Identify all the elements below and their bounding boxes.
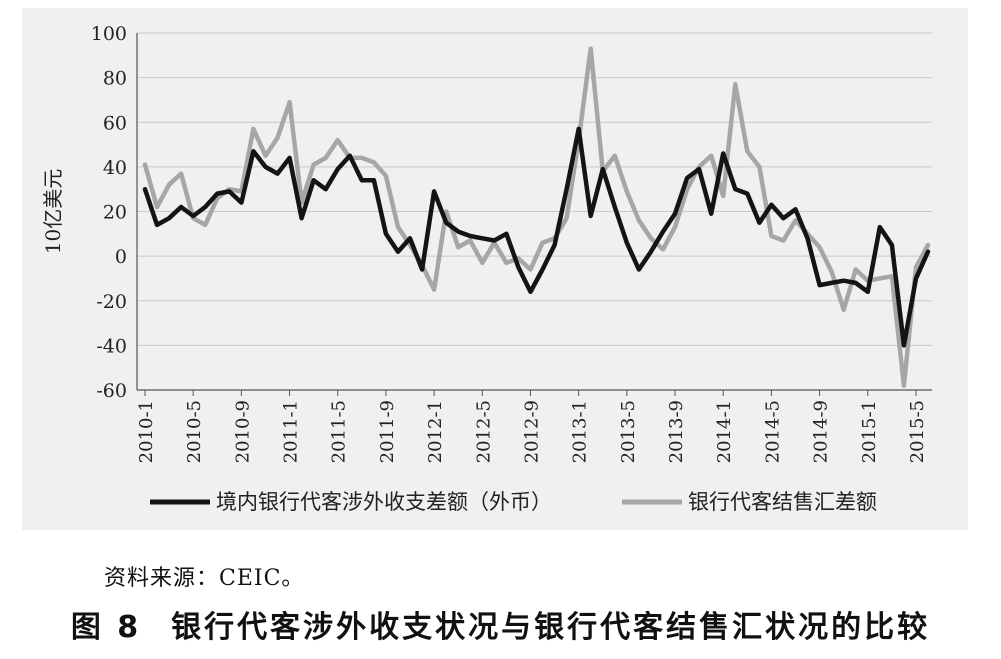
y-tick-label: -20 (96, 291, 127, 313)
x-tick-label: 2015-5 (907, 400, 928, 463)
y-axis-title: 10亿美元 (41, 169, 65, 254)
y-tick-label: 20 (103, 202, 127, 224)
x-tick-label: 2014-5 (762, 400, 783, 463)
y-tick-label: -40 (96, 335, 127, 357)
x-tick-label: 2015-1 (859, 400, 880, 463)
x-tick-label: 2013-9 (666, 400, 687, 463)
line-chart: 100 80 60 40 20 0 -20 -40 -60 10亿美元 2010-1 2010-5 20… (41, 23, 932, 514)
source-note: 资料来源：CEIC。 (104, 566, 305, 591)
y-tick-label: 100 (91, 23, 127, 45)
x-tick-label: 2014-9 (811, 400, 832, 463)
y-tick-label: 0 (115, 246, 127, 268)
y-tick-label: -60 (96, 380, 127, 402)
x-tick-label: 2012-9 (521, 400, 542, 463)
legend-label: 银行代客结售汇差额 (688, 490, 877, 514)
y-tick-label: 80 (103, 68, 127, 90)
x-tick-label: 2011-5 (329, 400, 350, 463)
x-tick-label: 2012-1 (425, 400, 446, 463)
x-tick-label: 2010-5 (184, 400, 205, 463)
series-line (142, 126, 931, 348)
series-line (142, 46, 931, 388)
x-tick-label: 2011-9 (377, 400, 398, 463)
y-tick-label: 40 (103, 157, 127, 179)
figure-caption: 图 8 银行代客涉外收支状况与银行代客结售汇状况的比较 (0, 602, 1001, 646)
y-tick-label: 60 (103, 112, 127, 134)
x-tick-label: 2013-1 (570, 400, 591, 463)
chart-panel: 100 80 60 40 20 0 -20 -40 -60 10亿美元 2010-1 2010-5 20… (22, 8, 968, 530)
figure-title: 银行代客涉外收支状况与银行代客结售汇状况的比较 (171, 610, 931, 645)
x-tick-label: 2012-5 (473, 400, 494, 463)
figure-number: 图 8 (70, 610, 142, 645)
x-tick-label: 2010-9 (232, 400, 253, 463)
x-tick-label: 2011-1 (281, 400, 302, 463)
x-tick-label: 2014-1 (714, 400, 735, 463)
legend-label: 境内银行代客涉外收支差额（外币） (216, 490, 552, 514)
x-tick-label: 2013-5 (618, 400, 639, 463)
x-tick-label: 2010-1 (136, 400, 157, 463)
